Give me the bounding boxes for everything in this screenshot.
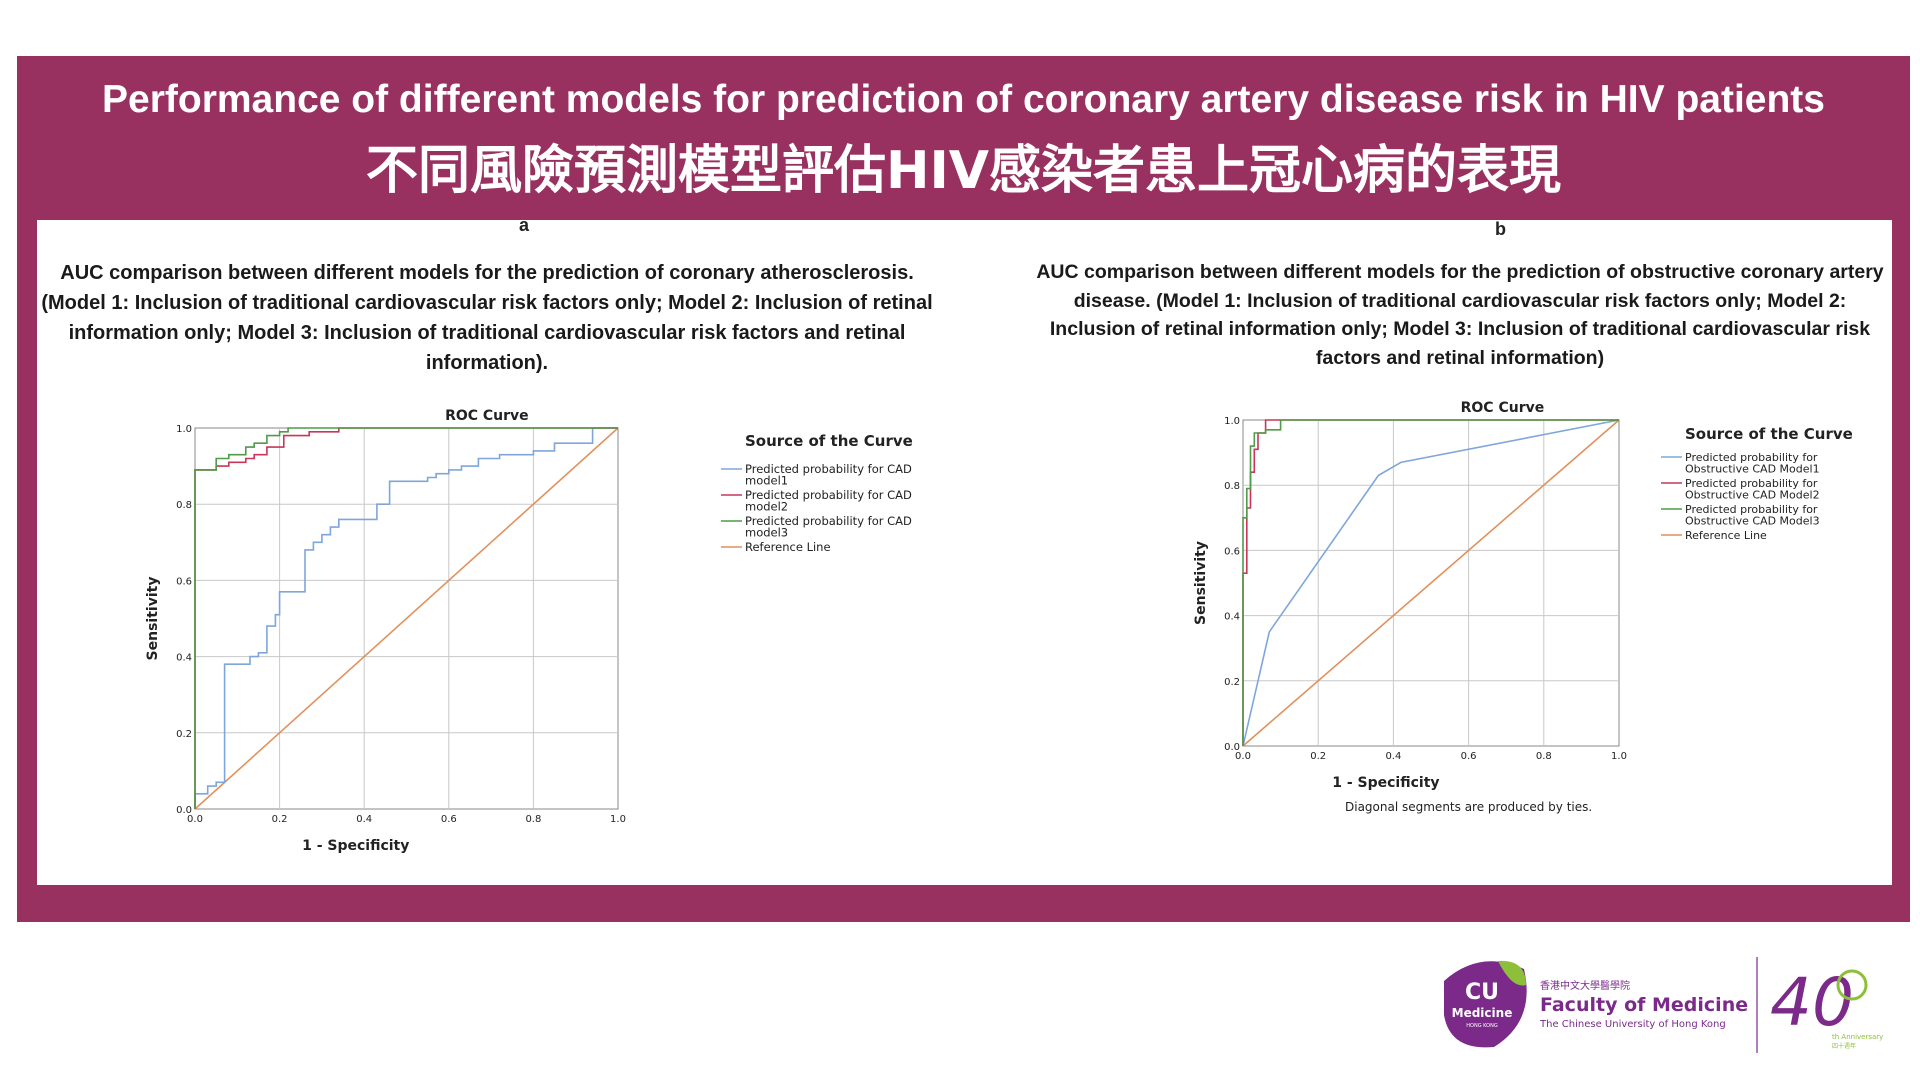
chart-title: ROC Curve [1461, 400, 1545, 416]
legend-entry: Obstructive CAD Model3 [1685, 515, 1820, 528]
y-tick-label: 0.0 [176, 805, 192, 816]
x-tick-label: 0.2 [272, 814, 288, 825]
x-axis-label: 1 - Specificity [302, 838, 409, 854]
x-tick-label: 0.0 [1235, 751, 1251, 762]
hongkong-text: HONG KONG [1466, 1023, 1498, 1029]
roc-b-footnote: Diagonal segments are produced by ties. [1345, 800, 1593, 814]
legend-title: Source of the Curve [745, 432, 913, 450]
panel-b-caption: AUC comparison between different models … [1036, 261, 1884, 369]
x-axis-label: 1 - Specificity [1332, 775, 1439, 791]
anniversary-leaf-icon [1836, 969, 1868, 1001]
cu-medicine-leaf-accent-icon [1498, 960, 1526, 986]
y-tick-label: 1.0 [1224, 416, 1240, 427]
x-tick-label: 0.2 [1310, 751, 1326, 762]
y-axis-label: Sensitivity [145, 577, 161, 661]
legend-entry: Obstructive CAD Model2 [1685, 489, 1820, 502]
legend-entry: model1 [745, 474, 788, 488]
roc-series-line [1242, 419, 1620, 747]
x-tick-label: 0.8 [525, 814, 541, 825]
x-tick-label: 0.6 [441, 814, 457, 825]
roc-chart-b: 0.00.0 0.2 0.2 0.4 0.4 0.6 0.6 0.8 0.8 1.0 1.0 ROC … [1193, 400, 1853, 791]
panel-b-letter: b [1495, 219, 1506, 239]
y-tick-label: 0.2 [176, 729, 192, 740]
legend-entry: Reference Line [1685, 529, 1767, 542]
title-english: Performance of different models for pred… [102, 78, 1825, 121]
legend-entry: Predicted probability for CAD [745, 462, 912, 476]
y-tick-label: 0.8 [1224, 481, 1240, 492]
y-tick-label: 0.6 [1224, 546, 1240, 557]
anniversary-zh: 四十週年 [1832, 1042, 1856, 1050]
x-tick-label: 0.6 [1461, 751, 1477, 762]
faculty-logo: CU Medicine HONG KONG 香港中文大學醫學院 Faculty … [1444, 957, 1883, 1053]
roc-series-line [194, 427, 618, 809]
y-tick-label: 0.8 [176, 500, 192, 511]
roc-series-line [1242, 419, 1619, 746]
y-tick-label: 0.4 [176, 653, 192, 664]
x-tick-label: 0.0 [187, 814, 203, 825]
cu-text: CU [1465, 980, 1499, 1005]
legend-entry: Predicted probability for CAD [745, 514, 912, 528]
legend-entry: Predicted probability for [1685, 451, 1818, 464]
y-tick-label: 1.0 [176, 424, 192, 435]
faculty-name-zh: 香港中文大學醫學院 [1540, 979, 1630, 992]
roc-series-line [194, 427, 618, 809]
y-tick-label: 0.4 [1224, 612, 1240, 623]
title-chinese: 不同風險預測模型評估HIV感染者患上冠心病的表現 [365, 141, 1562, 201]
roc-series-line [1242, 419, 1620, 747]
university-name: The Chinese University of Hong Kong [1539, 1019, 1726, 1030]
y-axis-label: Sensitivity [1193, 541, 1209, 625]
legend-entry: model3 [745, 526, 788, 540]
legend-entry: Predicted probability for CAD [745, 488, 912, 502]
roc-chart-a: 0.00.0 0.2 0.2 0.4 0.4 0.6 0.6 0.8 0.8 1.0 1.0 ROC … [145, 408, 913, 854]
x-tick-label: 0.8 [1536, 751, 1552, 762]
faculty-name-en: Faculty of Medicine [1540, 994, 1748, 1016]
legend-entry: model2 [745, 500, 788, 514]
legend-entry: Reference Line [745, 540, 831, 554]
anniversary-label: th Anniversary [1832, 1033, 1883, 1041]
y-tick-label: 0.6 [176, 576, 192, 587]
roc-series-line [194, 427, 619, 810]
y-tick-label: 0.0 [1224, 742, 1240, 753]
y-tick-label: 0.2 [1224, 677, 1240, 688]
figure-panel: a b AUC comparison between different mod… [37, 215, 1892, 885]
legend-title: Source of the Curve [1685, 425, 1853, 443]
legend-entry: Predicted probability for [1685, 503, 1818, 516]
x-tick-label: 1.0 [1611, 751, 1627, 762]
x-tick-label: 1.0 [610, 814, 626, 825]
logo-area: CU Medicine HONG KONG 香港中文大學醫學院 Faculty … [1440, 955, 1900, 1055]
chart-title: ROC Curve [445, 408, 529, 424]
x-tick-label: 0.4 [1385, 751, 1401, 762]
cu-medicine-leaf-icon [1444, 961, 1527, 1048]
medicine-text: Medicine [1452, 1006, 1513, 1020]
legend-entry: Predicted probability for [1685, 477, 1818, 490]
legend-entry: Obstructive CAD Model1 [1685, 463, 1820, 476]
x-tick-label: 0.4 [356, 814, 372, 825]
panel-a-caption: AUC comparison between different models … [41, 262, 933, 374]
panel-a-letter: a [519, 215, 530, 235]
